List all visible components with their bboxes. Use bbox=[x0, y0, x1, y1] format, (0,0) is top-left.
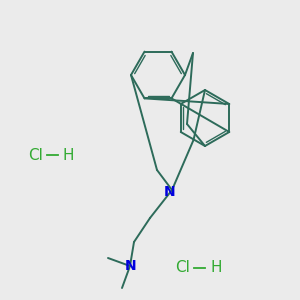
Text: H: H bbox=[63, 148, 74, 163]
Text: N: N bbox=[164, 185, 176, 199]
Text: N: N bbox=[125, 259, 137, 273]
Text: Cl: Cl bbox=[28, 148, 43, 163]
Text: Cl: Cl bbox=[175, 260, 190, 275]
Text: H: H bbox=[210, 260, 221, 275]
